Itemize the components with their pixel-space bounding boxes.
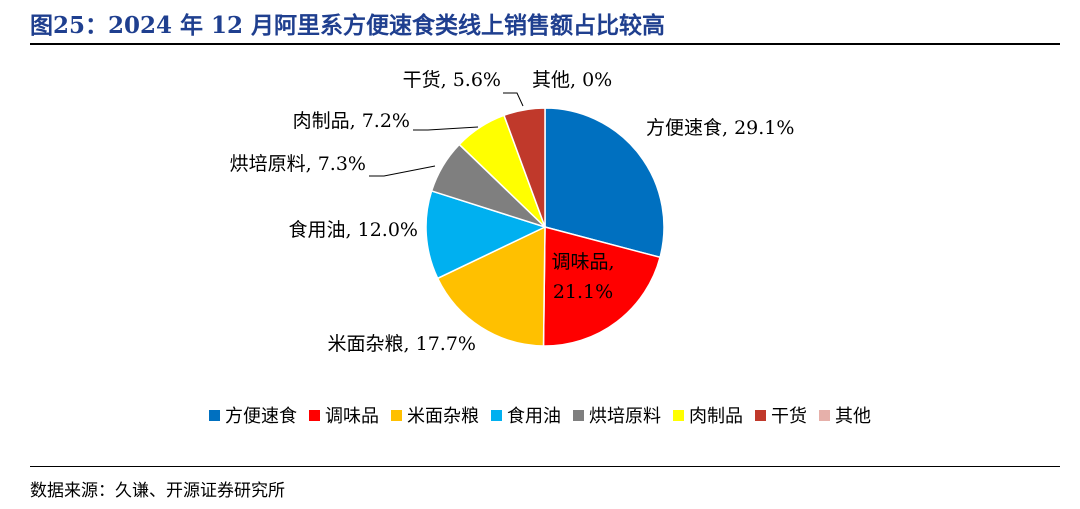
data-label-1: 方便速食, 29.1% — [646, 117, 794, 139]
top-rule — [30, 43, 1060, 45]
leader-line-6 — [413, 126, 479, 131]
legend-item-3: 米面杂粮 — [391, 402, 479, 428]
legend-label: 食用油 — [507, 406, 561, 427]
legend-item-2: 调味品 — [309, 402, 379, 428]
pie-slice-4 — [425, 189, 548, 280]
data-label-4: 食用油, 12.0% — [289, 219, 418, 241]
legend-label: 方便速食 — [225, 406, 297, 427]
legend-item-1: 方便速食 — [209, 402, 297, 428]
legend-swatch — [755, 409, 766, 421]
pie-slice-1 — [544, 107, 665, 259]
data-labels: 方便速食, 29.1% 调味品, 21.1% 米面杂粮, 17.7% 食用油, 12.0… — [230, 69, 795, 355]
legend-swatch — [491, 409, 502, 421]
legend-label: 调味品 — [325, 406, 379, 427]
data-label-8: 其他, 0% — [532, 69, 612, 91]
pie-slice-7 — [503, 107, 546, 228]
leader-lines — [369, 92, 524, 177]
legend-swatch — [209, 409, 220, 421]
legend-label: 烘培原料 — [589, 406, 661, 427]
legend-label: 米面杂粮 — [407, 406, 479, 427]
data-label-2-line2: 21.1% — [553, 281, 613, 303]
legend-swatch — [819, 409, 830, 421]
legend-swatch — [573, 409, 584, 421]
pie-slice-2 — [542, 226, 661, 347]
leader-line-7 — [503, 92, 524, 107]
data-label-3: 米面杂粮, 17.7% — [328, 333, 476, 355]
legend-item-4: 食用油 — [491, 402, 561, 428]
legend-label: 肉制品 — [689, 406, 743, 427]
legend-swatch — [673, 409, 684, 421]
data-label-5: 烘培原料, 7.3% — [230, 153, 366, 175]
data-label-7: 干货, 5.6% — [403, 69, 501, 91]
pie-chart: 方便速食, 29.1% 调味品, 21.1% 米面杂粮, 17.7% 食用油, 12.0… — [230, 69, 795, 355]
bottom-rule — [30, 466, 1060, 467]
data-label-2: 调味品, — [551, 251, 614, 273]
leader-line-5 — [369, 165, 436, 177]
chart-legend: 方便速食 调味品 米面杂粮 食用油 烘培原料 肉制品 干货 其他 — [0, 402, 1080, 428]
legend-item-6: 肉制品 — [673, 402, 743, 428]
figure-title: 图25：2024 年 12 月阿里系方便速食类线上销售额占比较高 — [30, 12, 666, 39]
legend-swatch — [391, 409, 402, 421]
data-label-6: 肉制品, 7.2% — [293, 110, 410, 132]
legend-label: 干货 — [771, 406, 807, 427]
pie-slices — [425, 107, 665, 347]
legend-label: 其他 — [835, 406, 871, 427]
legend-item-7: 干货 — [755, 402, 807, 428]
legend-swatch — [309, 409, 320, 421]
source-note: 数据来源：久谦、开源证券研究所 — [30, 481, 285, 501]
legend-item-5: 烘培原料 — [573, 402, 661, 428]
legend-item-8: 其他 — [819, 402, 871, 428]
pie-slice-3 — [436, 225, 546, 347]
